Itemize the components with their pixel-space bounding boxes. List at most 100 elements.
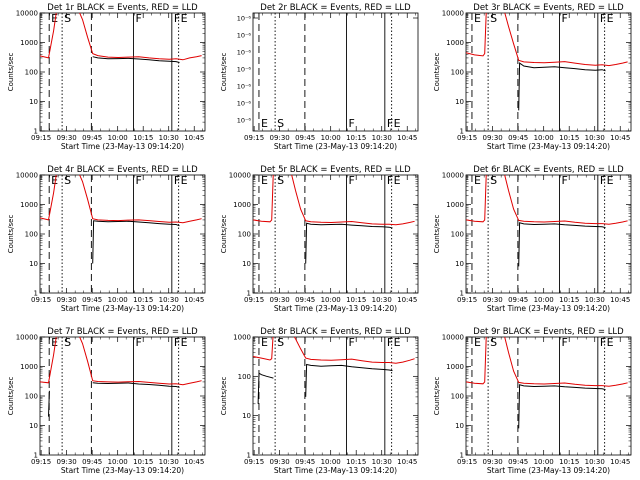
x-tick-label: 10:45	[397, 458, 417, 466]
x-tick-label: 10:00	[108, 296, 128, 304]
x-tick-label: 09:45	[508, 134, 528, 142]
event-marker-label: S	[64, 12, 71, 25]
event-marker-label: F	[562, 12, 568, 25]
event-marker-label: E	[394, 336, 401, 349]
y-axis-label: Counts/sec	[433, 53, 441, 92]
x-tick-label: 10:15	[559, 134, 579, 142]
y-tick-label: 10	[29, 98, 38, 106]
y-tick-label: 100	[25, 231, 38, 239]
event-marker-label: E	[51, 336, 58, 349]
x-tick-label: 10:45	[184, 296, 204, 304]
y-tick-label: 1000	[446, 39, 464, 47]
y-tick-label: 1	[34, 290, 38, 298]
y-tick-label: 100	[451, 69, 464, 77]
y-tick-label: 10000	[16, 172, 38, 180]
x-tick-label: 09:15	[31, 458, 51, 466]
y-tick-label: 100	[238, 373, 251, 381]
event-marker-label: S	[490, 174, 497, 187]
x-tick-label: 10:45	[397, 296, 417, 304]
x-tick-label: 10:15	[133, 296, 153, 304]
y-axis-label: Counts/sec	[7, 53, 15, 92]
panel-title: Det 5r BLACK = Events, RED = LLD	[260, 165, 411, 175]
y-tick-label: 1000	[20, 363, 38, 371]
detector-panel-7: Det 7r BLACK = Events, RED = LLD 1 10 100 10…	[7, 327, 206, 475]
x-tick-label: 09:30	[270, 134, 290, 142]
event-marker-label: S	[277, 117, 284, 130]
event-marker-label: E	[607, 174, 614, 187]
lld-series-line	[466, 13, 628, 67]
panel-title: Det 6r BLACK = Events, RED = LLD	[473, 165, 624, 175]
x-tick-label: 09:15	[244, 134, 264, 142]
y-tick-label: 10000	[229, 172, 251, 180]
y-axis-label: Counts/sec	[220, 53, 228, 92]
y-tick-label: 10000	[442, 172, 464, 180]
x-tick-label: 09:45	[295, 458, 315, 466]
y-tick-label: 1000	[233, 201, 251, 209]
event-marker-label: E	[474, 336, 481, 349]
events-series-line	[92, 56, 180, 63]
event-marker-label: F	[136, 12, 142, 25]
y-tick-label: 10⁻⁶	[237, 32, 252, 40]
x-tick-label: 10:30	[585, 458, 605, 466]
event-marker-label: E	[607, 12, 614, 25]
events-series-line	[257, 363, 393, 404]
x-tick-label: 09:30	[270, 296, 290, 304]
x-tick-label: 10:30	[585, 296, 605, 304]
y-tick-label: 10⁻⁶	[237, 117, 252, 125]
plot-frame	[39, 12, 206, 132]
event-marker-label: E	[51, 12, 58, 25]
events-series-line	[518, 222, 606, 267]
panel-title: Det 3r BLACK = Events, RED = LLD	[473, 3, 624, 13]
y-tick-label: 1	[34, 128, 38, 136]
events-series-line	[518, 384, 606, 429]
detector-panel-4: Det 4r BLACK = Events, RED = LLD 1 10 100 10…	[7, 165, 206, 313]
lld-series-line	[40, 337, 202, 386]
x-tick-label: 10:00	[321, 296, 341, 304]
y-tick-label: 10	[29, 260, 38, 268]
event-marker-label: S	[64, 336, 71, 349]
y-tick-label: 100	[238, 231, 251, 239]
y-tick-label: 100	[451, 393, 464, 401]
y-tick-label: 1000	[20, 39, 38, 47]
x-tick-label: 10:45	[610, 458, 630, 466]
x-tick-label: 10:00	[108, 134, 128, 142]
event-marker-label: S	[277, 174, 284, 187]
x-tick-label: 09:15	[31, 296, 51, 304]
events-series-line	[92, 220, 180, 264]
x-tick-label: 10:00	[321, 134, 341, 142]
y-tick-label: 10⁻⁶	[237, 83, 252, 91]
x-tick-label: 10:00	[534, 134, 554, 142]
x-tick-label: 10:15	[346, 458, 366, 466]
event-marker-label: S	[490, 336, 497, 349]
x-tick-label: 10:15	[559, 458, 579, 466]
event-marker-label: E	[51, 174, 58, 187]
y-tick-label: 10⁻⁶	[237, 66, 252, 74]
x-tick-label: 09:15	[457, 296, 477, 304]
y-tick-label: 100	[25, 393, 38, 401]
panel-title: Det 1r BLACK = Events, RED = LLD	[47, 3, 198, 13]
event-marker-label: F	[387, 174, 393, 187]
x-axis-label: Start Time (23-May-13 09:14:20)	[274, 142, 397, 151]
x-tick-label: 09:30	[57, 458, 77, 466]
y-tick-label: 10⁻⁶	[237, 100, 252, 108]
x-tick-label: 09:15	[244, 296, 264, 304]
event-marker-label: E	[394, 174, 401, 187]
panel-title: Det 8r BLACK = Events, RED = LLD	[260, 327, 411, 337]
x-tick-label: 09:30	[57, 296, 77, 304]
lld-series-line	[40, 13, 202, 61]
event-marker-label: F	[387, 336, 393, 349]
x-tick-label: 10:45	[610, 296, 630, 304]
x-tick-label: 09:30	[483, 458, 503, 466]
x-tick-label: 10:30	[585, 134, 605, 142]
panel-title: Det 4r BLACK = Events, RED = LLD	[47, 165, 198, 175]
lld-series-line	[40, 175, 202, 224]
y-tick-label: 1000	[446, 201, 464, 209]
y-tick-label: 10⁻⁶	[237, 49, 252, 57]
y-tick-label: 10	[242, 412, 251, 420]
lld-series-line	[253, 337, 415, 364]
detector-panel-8: Det 8r BLACK = Events, RED = LLD 1 10 100 10…	[220, 327, 419, 475]
series-group	[466, 175, 628, 267]
x-tick-label: 10:00	[321, 458, 341, 466]
event-marker-label: S	[490, 12, 497, 25]
panel-title: Det 2r BLACK = Events, RED = LLD	[260, 3, 411, 13]
